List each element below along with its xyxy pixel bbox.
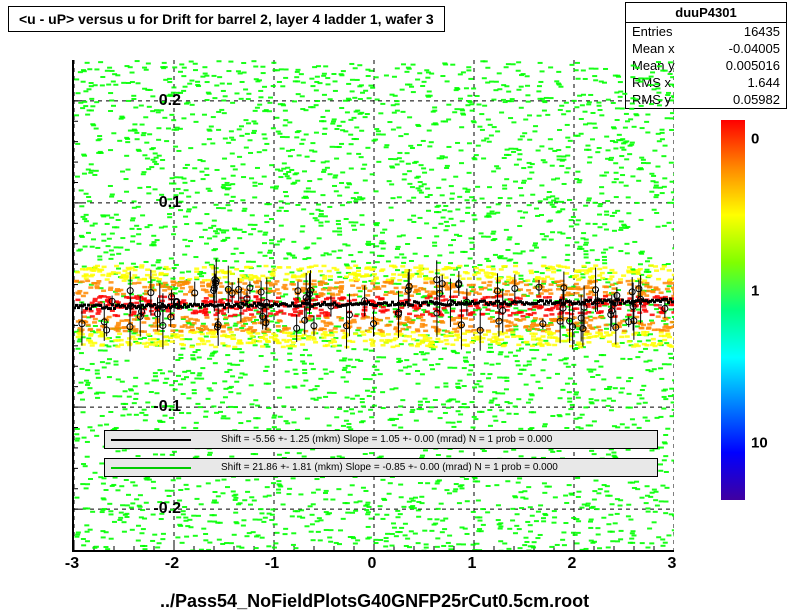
legend-line-0 bbox=[111, 439, 191, 441]
y-tick-label: -0.1 bbox=[153, 398, 181, 416]
y-tick-label: 0.2 bbox=[159, 92, 181, 110]
colorbar-tick-label: 1 bbox=[751, 283, 759, 300]
stats-row: Entries16435 bbox=[626, 23, 786, 40]
legend-text-1: Shift = 21.86 +- 1.81 (mkm) Slope = -0.8… bbox=[221, 462, 558, 473]
x-tick-label: 0 bbox=[368, 555, 377, 573]
chart-title: <u - uP> versus u for Drift for barrel 2… bbox=[8, 6, 445, 32]
colorbar: 0110 bbox=[721, 120, 745, 500]
colorbar-tick-label: 0 bbox=[751, 131, 759, 148]
legend-row-1: Shift = 21.86 +- 1.81 (mkm) Slope = -0.8… bbox=[104, 458, 658, 477]
x-tick-label: 1 bbox=[468, 555, 477, 573]
legend-text-0: Shift = -5.56 +- 1.25 (mkm) Slope = 1.05… bbox=[221, 434, 552, 445]
plot-area: Shift = -5.56 +- 1.25 (mkm) Slope = 1.05… bbox=[72, 60, 674, 552]
y-tick-label: 0 bbox=[172, 296, 181, 314]
x-tick-label: -2 bbox=[165, 555, 179, 573]
x-tick-label: -1 bbox=[265, 555, 279, 573]
stats-row: Mean x-0.04005 bbox=[626, 40, 786, 57]
y-tick-label: 0.1 bbox=[159, 194, 181, 212]
colorbar-tick-label: 10 bbox=[751, 435, 768, 452]
legend-row-0: Shift = -5.56 +- 1.25 (mkm) Slope = 1.05… bbox=[104, 430, 658, 449]
y-tick-label: -0.2 bbox=[153, 500, 181, 518]
x-tick-label: 2 bbox=[568, 555, 577, 573]
x-tick-label: 3 bbox=[668, 555, 677, 573]
legend-line-1 bbox=[111, 467, 191, 469]
x-tick-label: -3 bbox=[65, 555, 79, 573]
footer-path: ../Pass54_NoFieldPlotsG40GNFP25rCut0.5cm… bbox=[160, 591, 589, 612]
stats-name: duuP4301 bbox=[626, 3, 786, 23]
